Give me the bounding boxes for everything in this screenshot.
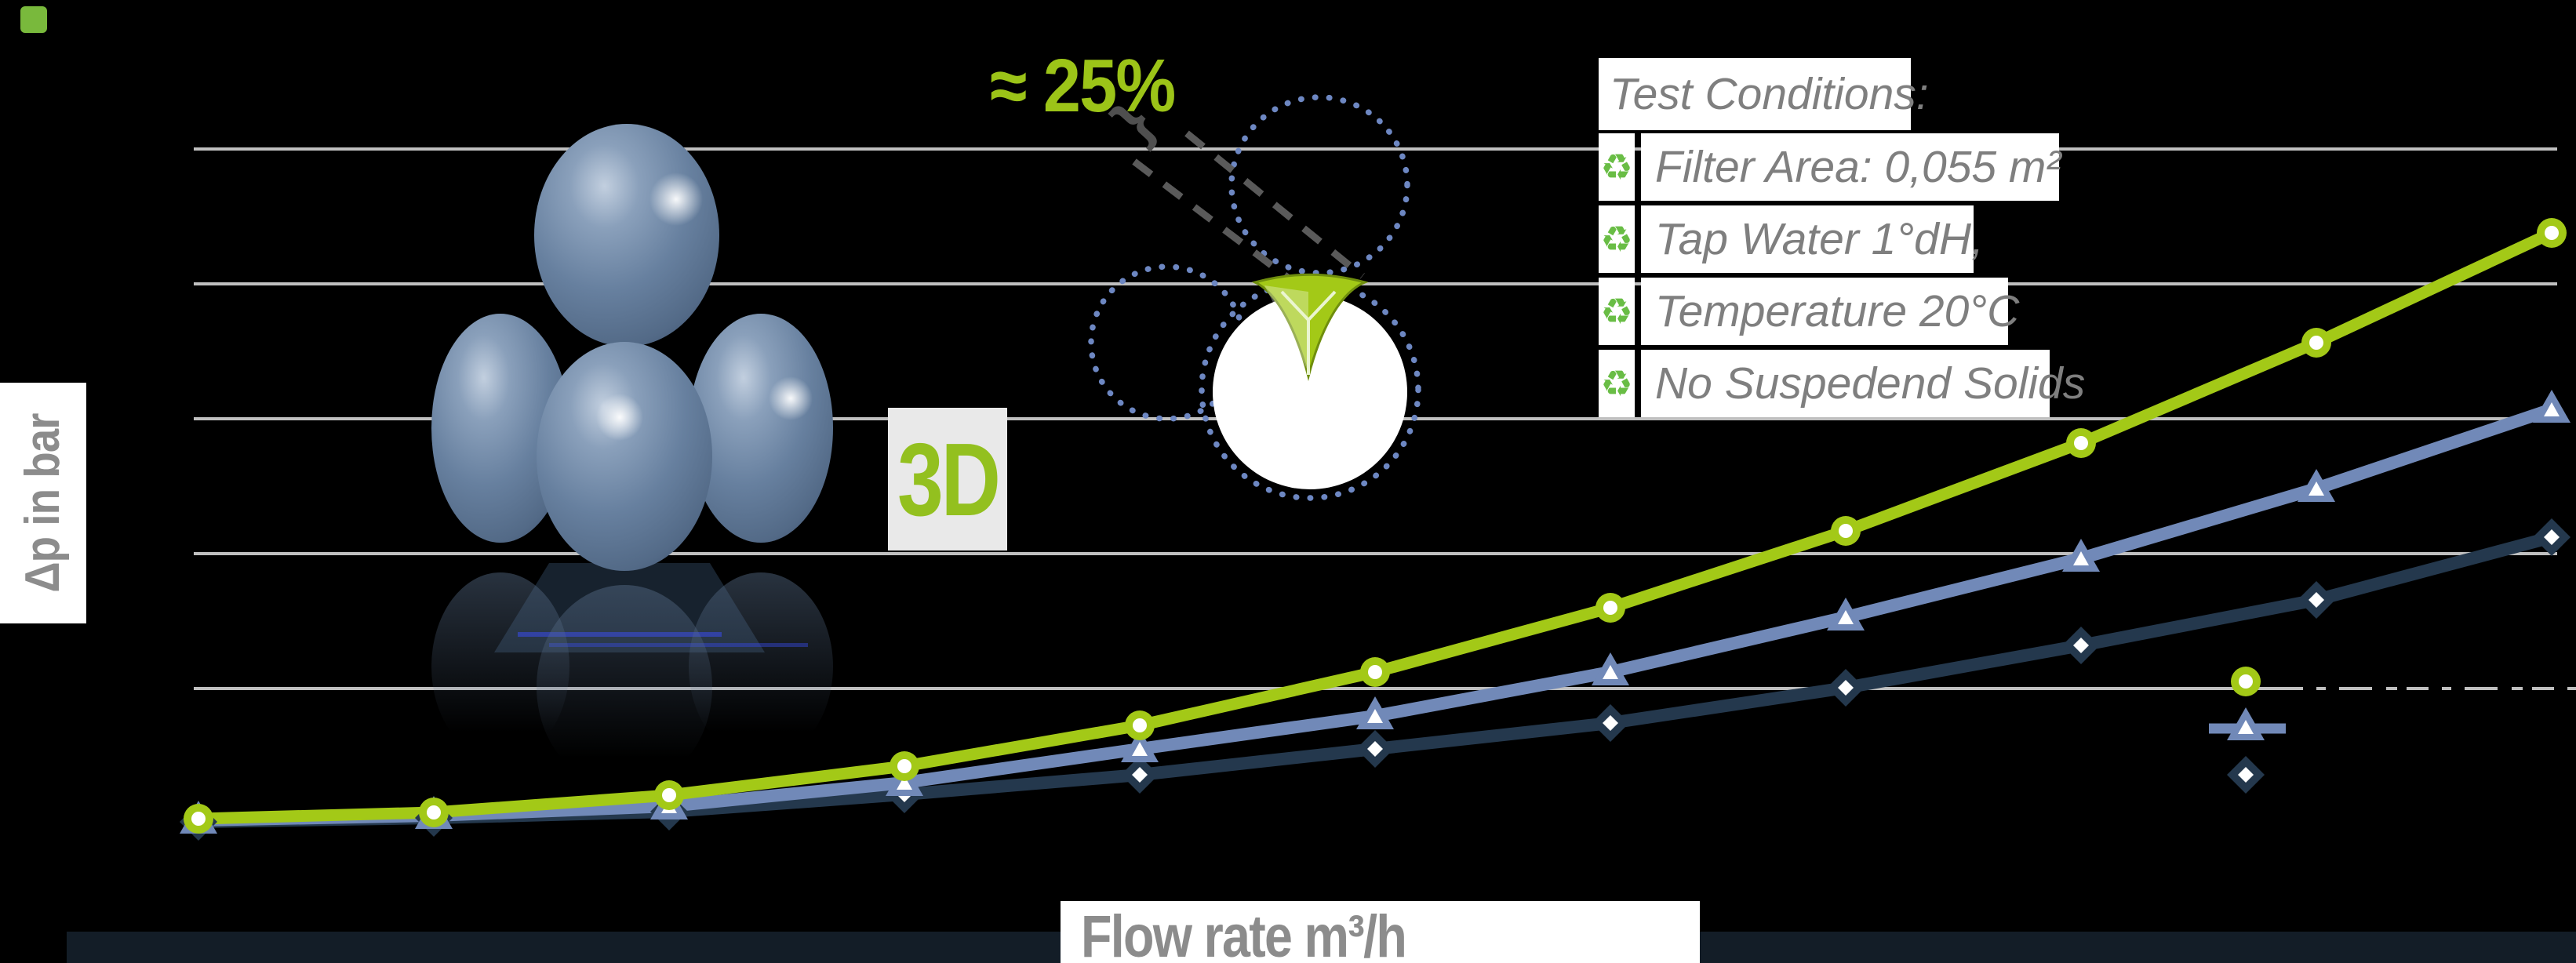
three-d-label: 3D [897,421,1001,537]
recycle-icon: ♻ [1599,278,1635,345]
test-conditions-title: Test Conditions: [1610,69,1929,119]
corner-green-mark [20,6,47,33]
recycle-icon: ♻ [1599,350,1635,417]
x-axis-label-box: Flow rate m³/h [1061,901,1700,963]
test-condition-item: ♻ No Suspedend Solids [1599,350,2085,417]
three-d-badge: 3D [888,408,1007,551]
series-markers-circle [184,218,2567,834]
test-condition-label: Tap Water 1°dH, [1655,214,1984,264]
dotted-circle [1228,94,1410,276]
test-condition-item: ♻ Filter Area: 0,055 m² [1599,133,2061,201]
test-condition-label: Temperature 20°C [1655,286,2020,336]
test-condition-label: No Suspedend Solids [1655,358,2086,409]
test-condition-text-box: Filter Area: 0,055 m² [1641,133,2061,201]
bowl-white-circle [1213,295,1407,489]
y-axis-label: Δp in bar [16,413,71,593]
recycle-icon: ♻ [1599,133,1635,201]
test-conditions-panel: Test Conditions: ♻ Filter Area: 0,055 m² ♻… [1599,58,2101,417]
recycle-icon: ♻ [1599,205,1635,273]
x-axis-label: Flow rate m³/h [1081,903,1407,963]
gap-dashed-line [1184,130,1365,279]
filter-balls-graphic [431,124,833,789]
y-axis-label-box: Δp in bar [0,383,86,623]
test-condition-text-box: Temperature 20°C [1641,278,2019,345]
filter-bowl-graphic [1088,94,1421,501]
test-conditions-title-box: Test Conditions: [1599,58,1929,130]
test-condition-item: ♻ Temperature 20°C [1599,278,2019,345]
test-condition-text-box: Tap Water 1°dH, [1641,205,1984,273]
test-condition-text-box: No Suspedend Solids [1641,350,2085,417]
test-condition-item: ♻ Tap Water 1°dH, [1599,205,1984,273]
percent-annotation: ≈ 25% [990,44,1176,128]
legend [2209,667,2286,794]
test-condition-label: Filter Area: 0,055 m² [1655,142,2061,192]
